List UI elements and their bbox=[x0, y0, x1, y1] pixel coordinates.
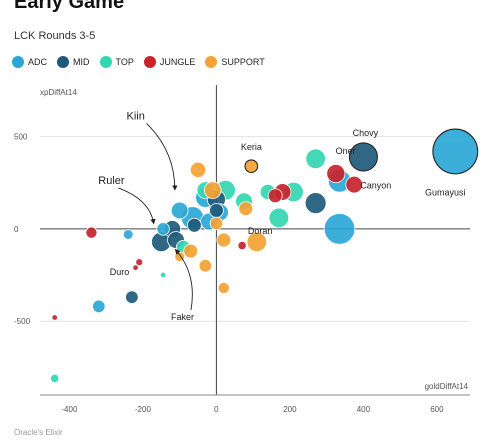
point-top bbox=[50, 373, 60, 383]
chart-subtitle: LCK Rounds 3-5 bbox=[14, 30, 96, 42]
legend-item-adc: ADC bbox=[12, 56, 47, 68]
annotation-label: Gumayusi bbox=[425, 187, 466, 197]
point-jungle bbox=[267, 188, 283, 204]
point-jungle bbox=[85, 226, 98, 239]
point-adc bbox=[156, 222, 170, 236]
point-mid bbox=[209, 203, 224, 218]
point-jungle bbox=[51, 314, 58, 321]
x-tick-label: 200 bbox=[283, 405, 297, 414]
point-jungle bbox=[345, 175, 364, 194]
annotation-label: Oner bbox=[336, 146, 356, 156]
y-axis-label: xpDiffAt14 bbox=[40, 88, 77, 97]
annotation-label: Kiin bbox=[126, 110, 144, 122]
point-top bbox=[268, 207, 290, 229]
legend-swatch bbox=[143, 56, 156, 68]
point-jungle bbox=[132, 264, 139, 271]
point-support bbox=[217, 281, 230, 294]
point-mid bbox=[186, 217, 202, 233]
annotations: Gumayusi Chovy Oner Keria Canyon Doran Duro Kii… bbox=[98, 110, 465, 322]
annotation-label: Chovy bbox=[353, 128, 379, 138]
point-adc bbox=[323, 213, 356, 245]
axes: 500 0 -500 -400 -200 0 200 400 600 xpDiffAt14 gold… bbox=[14, 85, 470, 414]
point-mid bbox=[125, 290, 139, 304]
source-note: Oracle's Elixir bbox=[14, 428, 63, 437]
annotation-label: Faker bbox=[171, 312, 194, 322]
x-axis-label: goldDiffAt14 bbox=[425, 382, 469, 391]
point-support bbox=[209, 216, 224, 231]
annotation-arrow bbox=[146, 123, 178, 191]
point-jungle bbox=[326, 164, 346, 184]
annotation-label: Doran bbox=[248, 226, 273, 236]
legend-swatch bbox=[99, 56, 112, 68]
annotation-label: Keria bbox=[241, 142, 262, 152]
point-highlight bbox=[348, 142, 378, 172]
point-highlight bbox=[244, 159, 259, 174]
point-support bbox=[238, 201, 254, 217]
data-points bbox=[50, 128, 479, 383]
point-highlight bbox=[432, 128, 479, 175]
legend-item-mid: MID bbox=[57, 56, 90, 68]
y-tick-label: 500 bbox=[14, 133, 28, 142]
point-support bbox=[216, 232, 232, 248]
point-support bbox=[203, 181, 222, 199]
annotation-label: Canyon bbox=[360, 181, 391, 191]
annotation-label: Duro bbox=[110, 267, 130, 277]
point-support bbox=[246, 231, 268, 253]
x-tick-label: 0 bbox=[214, 405, 219, 414]
annotation-arrow bbox=[118, 187, 156, 225]
legend-swatch bbox=[205, 56, 218, 68]
point-adc bbox=[170, 201, 189, 220]
point-support bbox=[198, 259, 213, 273]
point-top bbox=[305, 148, 326, 170]
legend-item-support: SUPPORT bbox=[205, 56, 265, 68]
legend-label: SUPPORT bbox=[221, 57, 265, 67]
annotation-label: Ruler bbox=[98, 175, 125, 187]
legend-label: MID bbox=[73, 57, 90, 67]
point-support bbox=[189, 161, 207, 178]
legend-label: JUNGLE bbox=[159, 57, 196, 67]
legend-swatch bbox=[57, 56, 70, 68]
legend: ADC MID TOP JUNGLE SUPPORT bbox=[12, 56, 265, 68]
point-support bbox=[183, 243, 199, 259]
x-tick-label: -400 bbox=[61, 405, 78, 414]
point-adc bbox=[122, 229, 134, 240]
annotation-arrow bbox=[174, 248, 193, 311]
legend-item-jungle: JUNGLE bbox=[143, 56, 196, 68]
point-adc bbox=[92, 299, 106, 314]
y-tick-label: -500 bbox=[14, 317, 31, 326]
legend-swatch bbox=[12, 56, 24, 68]
x-tick-label: 600 bbox=[430, 405, 444, 414]
x-tick-label: -200 bbox=[135, 405, 152, 414]
legend-label: TOP bbox=[115, 57, 134, 67]
point-jungle bbox=[237, 240, 247, 251]
point-top bbox=[159, 271, 167, 279]
point-jungle bbox=[135, 258, 144, 267]
legend-label: ADC bbox=[28, 57, 48, 67]
chart-title: Early Game bbox=[14, 0, 125, 13]
point-mid bbox=[304, 192, 327, 214]
x-tick-label: 400 bbox=[357, 405, 371, 414]
grid bbox=[40, 136, 470, 322]
y-tick-label: 0 bbox=[14, 225, 19, 234]
legend-item-top: TOP bbox=[99, 56, 134, 68]
